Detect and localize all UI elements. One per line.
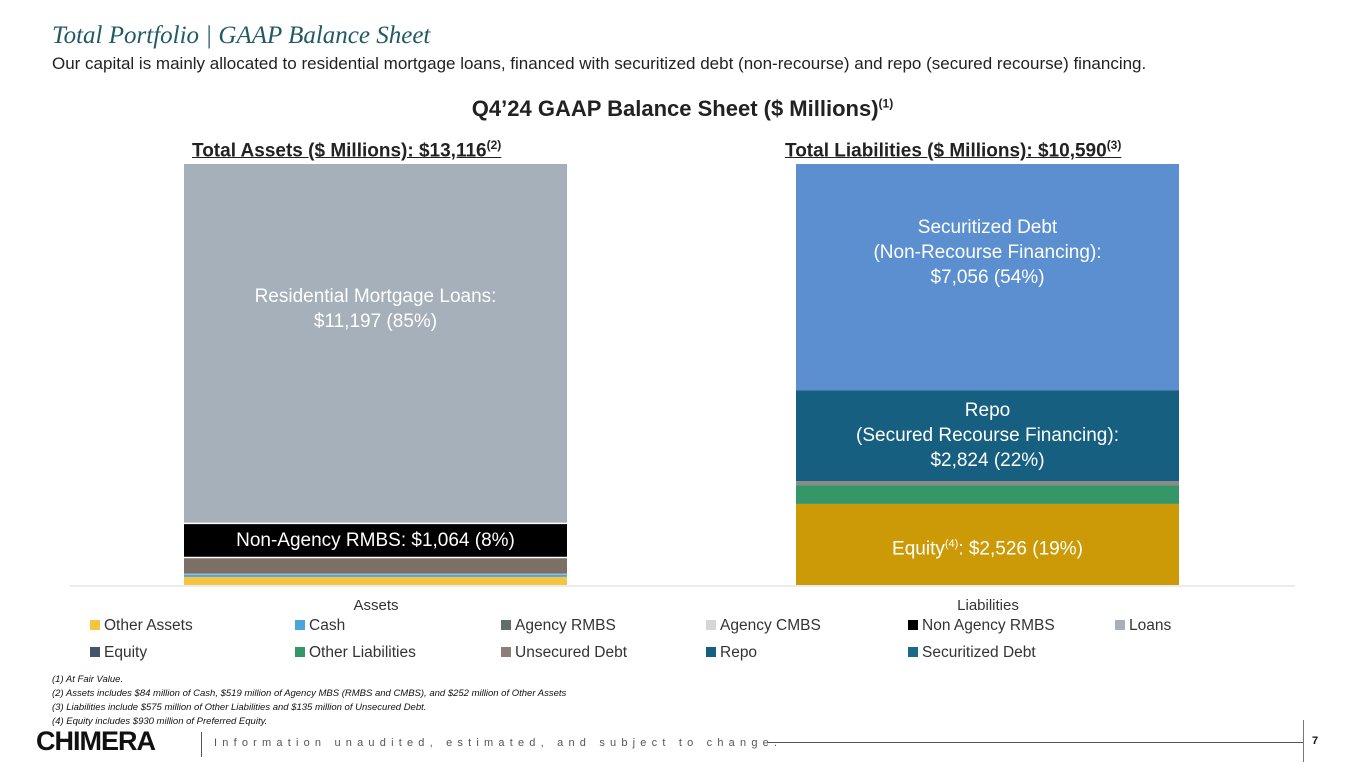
logo-divider <box>201 732 202 757</box>
legend-label: Securitized Debt <box>922 644 1036 661</box>
bar-segment-unsecured-debt <box>796 481 1179 486</box>
bar-segment-loans <box>184 164 567 524</box>
legend-item-unsecured-debt: Unsecured Debt <box>501 644 627 662</box>
legend-swatch <box>908 620 918 630</box>
bar-segment-non-agency-rmbs <box>184 523 567 558</box>
legend-item-agency-cmbs: Agency CMBS <box>706 617 821 635</box>
legend-label: Loans <box>1129 617 1172 634</box>
bar-segment-other-assets <box>184 576 567 585</box>
page-number: 7 <box>1312 735 1319 747</box>
legend-item-securitized-debt: Securitized Debt <box>908 644 1036 662</box>
legend-item-loans: Loans <box>1115 617 1171 635</box>
footnote-1: (1) At Fair Value. <box>52 674 124 685</box>
x-tick-assets: Assets <box>353 597 399 614</box>
legend-swatch <box>90 647 100 657</box>
bar-segment-repo <box>796 390 1179 482</box>
legend-item-non-agency-rmbs: Non Agency RMBS <box>908 617 1055 635</box>
bar-segment-cash <box>184 574 567 577</box>
legend-swatch <box>501 647 511 657</box>
legend-item-other-assets: Other Assets <box>90 617 193 635</box>
footer-vertical-rule <box>1303 720 1304 762</box>
legend-swatch <box>908 647 918 657</box>
legend-item-other-liabilities: Other Liabilities <box>295 644 416 662</box>
legend-swatch <box>706 620 716 630</box>
legend-swatch <box>501 620 511 630</box>
footnote-2: (2) Assets includes $84 million of Cash,… <box>52 688 567 699</box>
bar-segments <box>184 164 1179 585</box>
chimera-logo: CHIMERA <box>36 726 156 756</box>
legend-label: Other Liabilities <box>309 644 416 661</box>
bar-segment-agency-rmbs <box>184 557 567 574</box>
legend-label: Agency RMBS <box>515 617 616 634</box>
legend-item-equity: Equity <box>90 644 147 662</box>
legend-swatch <box>706 647 716 657</box>
footnotes: (1) At Fair Value. (2) Assets includes $… <box>52 673 566 729</box>
liabilities-total-header: Total Liabilities ($ Millions): $10,590(… <box>785 138 1121 162</box>
legend-label: Repo <box>720 644 758 661</box>
legend-label: Other Assets <box>104 617 193 634</box>
chart-title-text: Q4’24 GAAP Balance Sheet ($ Millions) <box>471 96 879 121</box>
legend-item-cash: Cash <box>295 617 345 635</box>
assets-total-header: Total Assets ($ Millions): $13,116(2) <box>192 138 501 162</box>
footnote-4: (4) Equity includes $930 million of Pref… <box>52 716 268 727</box>
bar-segment-other-liabilities <box>796 485 1179 504</box>
legend-label: Equity <box>104 644 148 661</box>
bar-segment-securitized-debt <box>796 164 1179 391</box>
legend-label: Cash <box>309 617 346 634</box>
legend-label: Non Agency RMBS <box>922 617 1055 634</box>
bar-segment-agency-cmbs <box>184 573 567 575</box>
legend-label: Agency CMBS <box>720 617 821 634</box>
x-tick-liabilities: Liabilities <box>957 597 1019 614</box>
slide-title: Total Portfolio | GAAP Balance Sheet <box>52 22 431 49</box>
legend-swatch <box>90 620 100 630</box>
legend-swatch <box>1115 620 1125 630</box>
bar-segment-equity <box>796 503 1179 585</box>
legend-label: Unsecured Debt <box>515 644 628 661</box>
legend-swatch <box>295 647 305 657</box>
chart-title-footnote: (1) <box>878 96 894 111</box>
legend-item-agency-rmbs: Agency RMBS <box>501 617 616 635</box>
footnote-3: (3) Liabilities include $575 million of … <box>52 702 427 713</box>
disclaimer-text: Information unaudited, estimated, and su… <box>214 737 783 749</box>
assets-total-text: Total Assets ($ Millions): $13,116 <box>192 140 487 162</box>
assets-total-footnote: (2) <box>486 138 502 152</box>
legend-item-repo: Repo <box>706 644 757 662</box>
footer-rule <box>767 742 1303 743</box>
legend-swatch <box>295 620 305 630</box>
slide-subtitle: Our capital is mainly allocated to resid… <box>52 54 1147 73</box>
chart-title: Q4’24 GAAP Balance Sheet ($ Millions)(1) <box>0 96 1365 122</box>
liabilities-total-footnote: (3) <box>1106 138 1122 152</box>
liabilities-total-text: Total Liabilities ($ Millions): $10,590 <box>785 140 1107 162</box>
